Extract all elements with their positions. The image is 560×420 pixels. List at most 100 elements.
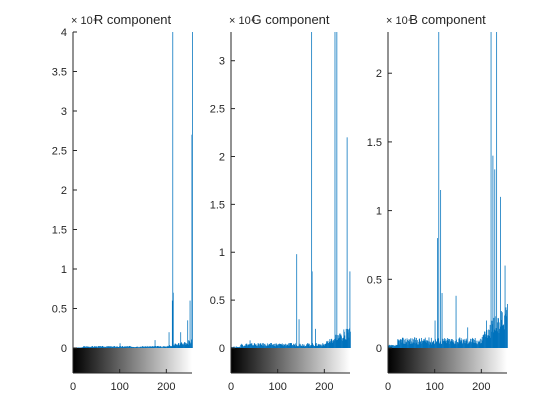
hist-bar bbox=[408, 339, 410, 348]
hist-bar bbox=[235, 346, 237, 348]
hist-bar bbox=[331, 338, 333, 348]
hist-bar bbox=[453, 342, 455, 348]
hist-bar bbox=[327, 340, 329, 348]
hist-bar bbox=[426, 342, 428, 348]
grayscale-colorbar bbox=[231, 348, 350, 373]
hist-bar bbox=[295, 345, 297, 348]
x-tick-label: 100 bbox=[425, 381, 443, 393]
hist-bar bbox=[141, 347, 142, 348]
hist-bar bbox=[388, 344, 390, 348]
hist-bar bbox=[145, 347, 147, 348]
hist-bar bbox=[419, 338, 421, 348]
hist-bar bbox=[296, 346, 298, 348]
hist-bar bbox=[84, 346, 85, 348]
hist-bar bbox=[347, 332, 349, 348]
hist-bar bbox=[426, 340, 428, 348]
hist-bar bbox=[304, 346, 306, 348]
hist-bar bbox=[411, 343, 413, 348]
hist-bar bbox=[439, 341, 441, 348]
hist-bar bbox=[329, 341, 331, 348]
hist-bar bbox=[261, 345, 263, 348]
hist-bar bbox=[445, 340, 447, 348]
hist-bar bbox=[281, 344, 283, 348]
hist-bar bbox=[389, 345, 391, 348]
y-tick-label: 2 bbox=[61, 185, 67, 197]
hist-bar bbox=[268, 344, 270, 348]
hist-bar bbox=[312, 343, 313, 348]
hist-bar bbox=[279, 344, 281, 348]
hist-bar bbox=[157, 346, 159, 348]
hist-bar bbox=[303, 344, 305, 348]
hist-bar bbox=[244, 345, 246, 348]
hist-bar bbox=[389, 345, 391, 348]
hist-bar bbox=[265, 345, 266, 348]
hist-bar bbox=[472, 338, 474, 348]
hist-bar bbox=[255, 344, 257, 348]
hist-bar bbox=[390, 346, 392, 348]
hist-bar bbox=[432, 341, 434, 348]
hist-bar bbox=[487, 337, 489, 348]
hist-bar bbox=[490, 337, 491, 348]
y-tick-label: 2.5 bbox=[210, 104, 225, 116]
hist-bar bbox=[158, 345, 160, 348]
hist-bar bbox=[174, 345, 176, 348]
hist-bar bbox=[489, 329, 491, 348]
hist-bar bbox=[311, 271, 313, 348]
hist-bar bbox=[172, 32, 174, 348]
hist-bar bbox=[101, 346, 103, 348]
hist-bar bbox=[425, 341, 427, 348]
hist-bar bbox=[189, 341, 190, 348]
hist-bar bbox=[168, 346, 169, 348]
y-tick-label: 0 bbox=[61, 343, 67, 355]
hist-bar bbox=[138, 347, 140, 348]
hist-bar bbox=[420, 343, 422, 348]
hist-bar bbox=[500, 326, 502, 348]
hist-bar bbox=[254, 343, 256, 348]
hist-bar bbox=[437, 238, 438, 348]
hist-bar bbox=[320, 344, 321, 348]
hist-bar bbox=[144, 347, 146, 348]
hist-bar bbox=[279, 343, 280, 348]
y-tick-label: 1 bbox=[61, 264, 67, 276]
hist-bar bbox=[430, 342, 431, 348]
hist-bar bbox=[484, 331, 485, 348]
hist-bar bbox=[473, 342, 475, 348]
hist-bar bbox=[328, 343, 329, 348]
hist-bar bbox=[310, 345, 312, 348]
hist-bar bbox=[177, 345, 178, 348]
hist-bar bbox=[418, 341, 420, 348]
hist-bar bbox=[178, 345, 180, 348]
hist-bar bbox=[130, 347, 132, 348]
hist-bar bbox=[321, 344, 323, 348]
hist-bar bbox=[421, 340, 423, 348]
hist-bar bbox=[266, 343, 268, 348]
hist-bar bbox=[335, 334, 337, 348]
hist-bar bbox=[241, 343, 243, 348]
hist-bar bbox=[145, 346, 147, 348]
hist-bar bbox=[121, 347, 122, 348]
hist-bar bbox=[501, 319, 503, 348]
hist-bar bbox=[294, 345, 296, 348]
hist-bar bbox=[156, 347, 157, 348]
hist-bar bbox=[253, 343, 255, 348]
hist-bar bbox=[488, 329, 490, 348]
hist-bar bbox=[126, 346, 128, 348]
hist-bar bbox=[161, 346, 163, 348]
hist-bar bbox=[444, 340, 446, 348]
hist-bar bbox=[99, 346, 101, 348]
hist-bar bbox=[187, 320, 189, 348]
hist-bar bbox=[151, 346, 153, 348]
hist-bar bbox=[438, 343, 440, 348]
hist-bar bbox=[95, 346, 97, 348]
hist-bar bbox=[242, 345, 243, 348]
hist-bar bbox=[143, 346, 144, 348]
hist-bar bbox=[324, 344, 326, 348]
hist-bar bbox=[131, 346, 133, 348]
hist-bar bbox=[339, 333, 341, 348]
hist-bar bbox=[278, 343, 280, 348]
hist-bar bbox=[280, 344, 282, 348]
hist-bar bbox=[287, 344, 289, 348]
hist-bar bbox=[313, 345, 314, 348]
x-tick-label: 0 bbox=[385, 381, 391, 393]
hist-bar bbox=[89, 346, 91, 348]
